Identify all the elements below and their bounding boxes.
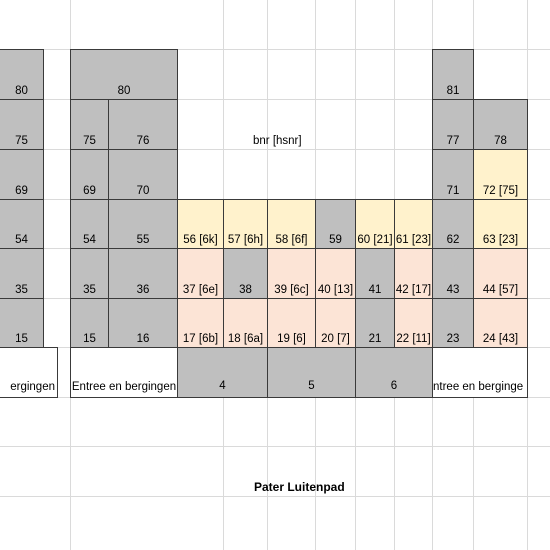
cell-right-77[interactable]: 77 [432,99,474,150]
cell-61-23[interactable]: 61 [23] [394,199,433,249]
cell-22-11[interactable]: 22 [11] [394,298,433,348]
grid-row-line [0,49,550,50]
cell-mid-69[interactable]: 69 [70,149,109,200]
cell-38[interactable]: 38 [223,248,268,299]
cell-mid-75[interactable]: 75 [70,99,109,150]
cell-left-35[interactable]: 35 [0,248,44,299]
cell-left-69[interactable]: 69 [0,149,44,200]
cell-berging-6[interactable]: 6 [355,347,433,398]
grid-row-line [0,446,550,447]
cell-mid-55[interactable]: 55 [108,199,178,249]
cell-left-54[interactable]: 54 [0,199,44,249]
cell-mid-16[interactable]: 16 [108,298,178,348]
grid-row-line [0,99,550,100]
cell-berging-4[interactable]: 4 [177,347,268,398]
cell-right-62[interactable]: 62 [432,199,474,249]
cell-37-6e[interactable]: 37 [6e] [177,248,224,299]
cell-left-15[interactable]: 15 [0,298,44,348]
cell-right-72-75[interactable]: 72 [75] [473,149,528,200]
grid-row-line [0,149,550,150]
cell-right-78[interactable]: 78 [473,99,528,150]
cell-57-6h[interactable]: 57 [6h] [223,199,268,249]
cell-mid-15[interactable]: 15 [70,298,109,348]
street-name-label: Pater Luitenpad [254,480,345,494]
cell-right-81[interactable]: 81 [432,49,474,100]
cell-60-21[interactable]: 60 [21] [355,199,395,249]
cell-right-71[interactable]: 71 [432,149,474,200]
cell-berging-5[interactable]: 5 [267,347,356,398]
cell-left-entree-bergingen[interactable]: ergingen [0,347,58,398]
cell-mid-76[interactable]: 76 [108,99,178,150]
cell-40-13[interactable]: 40 [13] [315,248,356,299]
grid-row-line [0,496,550,497]
cell-left-80[interactable]: 80 [0,49,44,100]
cell-right-entree-bergingen[interactable]: ntree en berginge [432,347,528,398]
cell-right-43[interactable]: 43 [432,248,474,299]
cell-42-17[interactable]: 42 [17] [394,248,433,299]
cell-mid-70[interactable]: 70 [108,149,178,200]
cell-right-63-23[interactable]: 63 [23] [473,199,528,249]
cell-mid-entree-bergingen[interactable]: Entree en bergingen [70,347,178,398]
label-bnr-hsnr: bnr [hsnr] [253,135,302,147]
cell-mid-35[interactable]: 35 [70,248,109,299]
cell-mid-36[interactable]: 36 [108,248,178,299]
cell-58-6f[interactable]: 58 [6f] [267,199,316,249]
cell-right-24-43[interactable]: 24 [43] [473,298,528,348]
cell-17-6b[interactable]: 17 [6b] [177,298,224,348]
cell-mid-54[interactable]: 54 [70,199,109,249]
cell-20-7[interactable]: 20 [7] [315,298,356,348]
cell-right-23[interactable]: 23 [432,298,474,348]
cell-56-6k[interactable]: 56 [6k] [177,199,224,249]
cell-39-6c[interactable]: 39 [6c] [267,248,316,299]
cell-41[interactable]: 41 [355,248,395,299]
cell-19-6[interactable]: 19 [6] [267,298,316,348]
cell-mid-80-merged[interactable]: 80 [70,49,178,100]
cell-59[interactable]: 59 [315,199,356,249]
cell-left-75[interactable]: 75 [0,99,44,150]
cell-21[interactable]: 21 [355,298,395,348]
cell-18-6a[interactable]: 18 [6a] [223,298,268,348]
cell-right-44-57[interactable]: 44 [57] [473,248,528,299]
